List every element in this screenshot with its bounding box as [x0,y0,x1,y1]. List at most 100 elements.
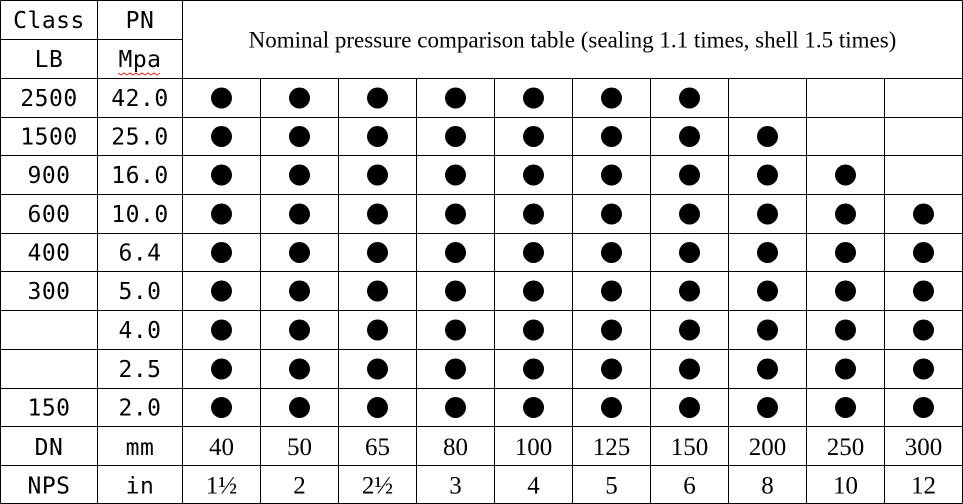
table-row: 2.5 [118,357,934,383]
applicable-mark-dot [523,280,544,302]
pn-mpa-cell: 2.0 [118,396,161,422]
applicable-mark-dot [445,242,466,263]
applicable-mark-dot [757,358,778,380]
applicable-mark-dot [679,164,700,186]
dn-row-value: 100 [515,434,553,461]
table-row: 900 16.0 [27,163,856,189]
applicable-mark-dot [835,280,856,302]
nps-row-value: 4 [527,473,540,500]
applicable-mark-dot [289,242,310,263]
dn-row-value: 200 [749,434,787,461]
class-lb-cell: 600 [27,202,70,228]
nps-row-value: 3 [449,473,462,500]
header-pn-label: PN [126,8,155,34]
class-lb-cell: 400 [27,241,70,267]
table-row: 150 2.0 [27,396,934,422]
applicable-mark-dot [679,87,700,109]
applicable-mark-dot [289,358,310,380]
applicable-mark-dot [757,280,778,302]
applicable-mark-dot [913,397,934,418]
class-lb-cell: 900 [27,163,70,189]
nps-row-value: 8 [761,473,774,500]
applicable-mark-dot [757,319,778,341]
dn-row-value: 250 [827,434,865,461]
applicable-mark-dot [601,87,622,109]
applicable-mark-dot [913,280,934,302]
applicable-mark-dot [289,87,310,109]
applicable-mark-dot [211,397,232,418]
applicable-mark-dot [523,203,544,225]
nps-row-value: 5 [605,473,618,500]
applicable-mark-dot [289,126,310,147]
applicable-mark-dot [679,280,700,302]
dn-row-value: 40 [209,434,234,461]
dn-row-unit: mm [126,435,155,461]
applicable-mark-dot [601,397,622,418]
pn-mpa-cell: 25.0 [111,125,168,151]
dn-row-value: 50 [287,434,312,461]
table-row: 300 5.0 [27,279,934,305]
applicable-mark-dot [445,280,466,302]
applicable-mark-dot [367,203,388,225]
applicable-mark-dot [679,126,700,147]
nps-row-value: 2½ [362,473,393,500]
nps-row-value: 6 [683,473,696,500]
dn-row-value: 300 [905,434,943,461]
pn-mpa-cell: 4.0 [118,318,161,344]
applicable-mark-dot [835,242,856,263]
applicable-mark-dot [835,358,856,380]
applicable-mark-dot [367,397,388,418]
applicable-mark-dot [601,280,622,302]
table-row: 1500 25.0 [20,125,778,151]
applicable-mark-dot [913,203,934,225]
applicable-mark-dot [211,242,232,263]
pn-mpa-cell: 42.0 [111,86,168,112]
applicable-mark-dot [757,203,778,225]
table-header: Class PN LB Mpa Nominal pressure compari… [13,8,897,76]
applicable-mark-dot [523,126,544,147]
applicable-mark-dot [913,358,934,380]
applicable-mark-dot [601,164,622,186]
applicable-mark-dot [445,203,466,225]
dn-row-value: 150 [671,434,709,461]
applicable-mark-dot [445,358,466,380]
nps-row-value: 2 [293,473,306,500]
applicable-mark-dot [211,280,232,302]
applicable-mark-dot [367,126,388,147]
applicable-mark-dot [289,397,310,418]
applicable-mark-dot [835,397,856,418]
header-lb-label: LB [35,47,64,73]
header-mpa-label: Mpa [118,47,161,73]
applicable-mark-dot [367,358,388,380]
dn-row-value: 65 [365,434,390,461]
applicable-mark-dot [679,319,700,341]
applicable-mark-dot [757,242,778,263]
applicable-mark-dot [211,164,232,186]
table-title: Nominal pressure comparison table (seali… [249,28,897,53]
nps-row-value: 12 [911,473,936,500]
header-class-label: Class [13,8,85,34]
nps-row: NPS in 1½ 2 2½ 3 4 5 6 8 10 12 [27,473,936,500]
dn-row-label: DN [35,435,64,461]
applicable-mark-dot [835,319,856,341]
applicable-mark-dot [913,242,934,263]
applicable-mark-dot [211,203,232,225]
applicable-mark-dot [601,319,622,341]
applicable-mark-dot [445,397,466,418]
applicable-mark-dot [367,319,388,341]
pn-mpa-cell: 6.4 [118,241,161,267]
applicable-mark-dot [211,87,232,109]
dn-row-value: 80 [443,434,468,461]
applicable-mark-dot [757,164,778,186]
table-row: 4.0 [118,318,934,344]
pn-mpa-cell: 10.0 [111,202,168,228]
nps-row-unit: in [126,474,155,500]
applicable-mark-dot [757,397,778,418]
applicable-mark-dot [913,319,934,341]
class-lb-cell: 300 [27,279,70,305]
applicable-mark-dot [523,87,544,109]
dn-row: DN mm 40 50 65 80 100 125 150 200 250 300 [35,434,943,461]
applicable-mark-dot [835,203,856,225]
